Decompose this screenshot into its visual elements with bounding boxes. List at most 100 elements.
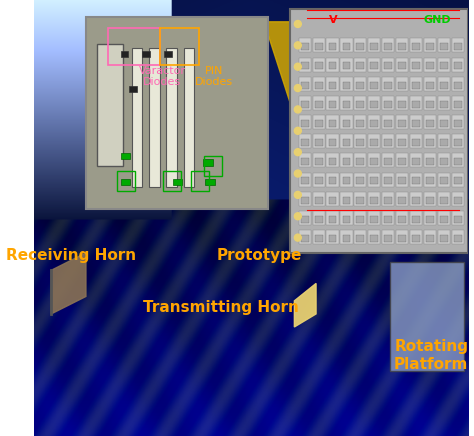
FancyBboxPatch shape [382, 230, 394, 244]
FancyBboxPatch shape [312, 211, 325, 225]
FancyBboxPatch shape [312, 173, 325, 187]
Circle shape [294, 127, 301, 134]
FancyBboxPatch shape [340, 96, 353, 110]
FancyBboxPatch shape [354, 58, 366, 72]
FancyBboxPatch shape [412, 43, 420, 50]
FancyBboxPatch shape [398, 120, 406, 127]
FancyBboxPatch shape [328, 101, 337, 108]
FancyBboxPatch shape [398, 82, 406, 89]
Circle shape [294, 149, 301, 156]
FancyBboxPatch shape [340, 115, 353, 129]
Circle shape [294, 191, 301, 198]
FancyBboxPatch shape [398, 43, 406, 50]
FancyBboxPatch shape [438, 192, 450, 206]
FancyBboxPatch shape [328, 216, 337, 223]
FancyBboxPatch shape [312, 230, 325, 244]
FancyBboxPatch shape [382, 58, 394, 72]
FancyBboxPatch shape [315, 139, 323, 146]
FancyBboxPatch shape [315, 82, 323, 89]
FancyBboxPatch shape [382, 96, 394, 110]
FancyBboxPatch shape [410, 115, 422, 129]
FancyBboxPatch shape [299, 115, 311, 129]
FancyBboxPatch shape [454, 139, 462, 146]
FancyBboxPatch shape [299, 134, 311, 148]
FancyBboxPatch shape [396, 58, 408, 72]
FancyBboxPatch shape [327, 38, 338, 52]
FancyBboxPatch shape [396, 115, 408, 129]
FancyBboxPatch shape [315, 43, 323, 50]
FancyBboxPatch shape [343, 197, 350, 204]
FancyBboxPatch shape [299, 192, 311, 206]
FancyBboxPatch shape [440, 216, 447, 223]
Bar [142, 51, 150, 57]
FancyBboxPatch shape [410, 58, 422, 72]
FancyBboxPatch shape [424, 115, 436, 129]
FancyBboxPatch shape [454, 197, 462, 204]
FancyBboxPatch shape [327, 192, 338, 206]
FancyBboxPatch shape [396, 173, 408, 187]
Text: Varactor
Diodes: Varactor Diodes [138, 65, 185, 87]
FancyBboxPatch shape [370, 120, 378, 127]
FancyBboxPatch shape [356, 120, 364, 127]
FancyBboxPatch shape [424, 153, 436, 167]
FancyBboxPatch shape [382, 134, 394, 148]
FancyBboxPatch shape [301, 82, 309, 89]
FancyBboxPatch shape [438, 211, 450, 225]
FancyBboxPatch shape [454, 158, 462, 165]
FancyBboxPatch shape [438, 58, 450, 72]
FancyBboxPatch shape [426, 82, 434, 89]
FancyBboxPatch shape [315, 62, 323, 69]
FancyBboxPatch shape [343, 158, 350, 165]
FancyBboxPatch shape [424, 192, 436, 206]
Circle shape [294, 213, 301, 220]
FancyBboxPatch shape [398, 101, 406, 108]
FancyBboxPatch shape [354, 38, 366, 52]
FancyBboxPatch shape [312, 153, 325, 167]
FancyBboxPatch shape [299, 96, 311, 110]
FancyBboxPatch shape [299, 77, 311, 91]
FancyBboxPatch shape [299, 173, 311, 187]
FancyBboxPatch shape [354, 77, 366, 91]
FancyBboxPatch shape [398, 158, 406, 165]
FancyBboxPatch shape [299, 38, 311, 52]
Polygon shape [51, 253, 86, 314]
FancyBboxPatch shape [312, 115, 325, 129]
FancyBboxPatch shape [312, 134, 325, 148]
FancyBboxPatch shape [368, 211, 380, 225]
FancyBboxPatch shape [354, 96, 366, 110]
FancyBboxPatch shape [368, 115, 380, 129]
FancyBboxPatch shape [343, 120, 350, 127]
FancyBboxPatch shape [454, 43, 462, 50]
FancyBboxPatch shape [382, 77, 394, 91]
Polygon shape [264, 22, 468, 183]
FancyBboxPatch shape [356, 235, 364, 242]
FancyBboxPatch shape [290, 9, 468, 253]
FancyBboxPatch shape [368, 192, 380, 206]
FancyBboxPatch shape [368, 153, 380, 167]
FancyBboxPatch shape [368, 38, 380, 52]
FancyBboxPatch shape [301, 177, 309, 184]
FancyBboxPatch shape [412, 139, 420, 146]
FancyBboxPatch shape [315, 197, 323, 204]
Bar [121, 51, 128, 57]
FancyBboxPatch shape [454, 120, 462, 127]
FancyBboxPatch shape [440, 120, 447, 127]
FancyBboxPatch shape [452, 58, 464, 72]
FancyBboxPatch shape [343, 82, 350, 89]
FancyBboxPatch shape [131, 48, 142, 187]
FancyBboxPatch shape [398, 139, 406, 146]
FancyBboxPatch shape [396, 153, 408, 167]
Text: PIN
Diodes: PIN Diodes [195, 65, 233, 87]
FancyBboxPatch shape [384, 139, 392, 146]
FancyBboxPatch shape [396, 134, 408, 148]
FancyBboxPatch shape [412, 177, 420, 184]
FancyBboxPatch shape [343, 235, 350, 242]
FancyBboxPatch shape [343, 43, 350, 50]
Text: Transmitting Horn: Transmitting Horn [143, 300, 299, 315]
FancyBboxPatch shape [315, 101, 323, 108]
FancyBboxPatch shape [354, 115, 366, 129]
FancyBboxPatch shape [410, 38, 422, 52]
FancyBboxPatch shape [299, 153, 311, 167]
FancyBboxPatch shape [454, 62, 462, 69]
FancyBboxPatch shape [343, 101, 350, 108]
